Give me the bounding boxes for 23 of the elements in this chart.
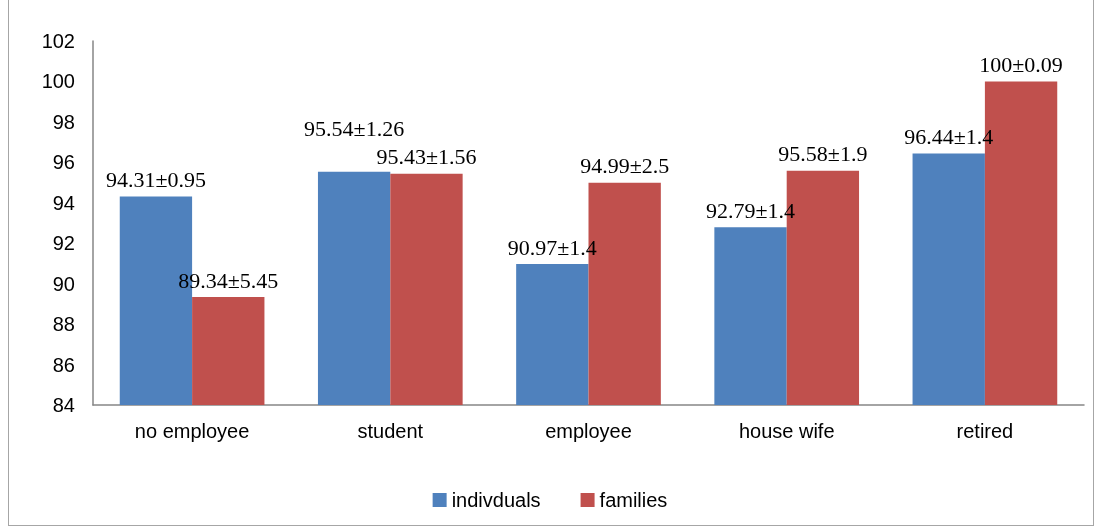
data-label: 95.58±1.9 [778,141,868,167]
y-tick-label: 88 [52,313,75,336]
data-label: 94.31±0.95 [105,167,206,193]
x-tick-label: house wife [738,420,835,442]
x-tick-label: student [357,420,424,442]
y-tick-label: 86 [52,353,75,376]
x-tick-label: employee [545,420,632,442]
y-tick-label: 100 [41,70,75,93]
legend-label: families [599,489,668,511]
data-label: 100±0.09 [979,51,1063,77]
y-tick-label: 92 [52,232,75,255]
y-tick-label: 102 [41,30,75,52]
data-label: 94.99±2.5 [580,153,670,179]
y-tick-label: 84 [52,394,75,416]
x-tick-label: no employee [134,420,250,442]
y-tick-label: 90 [52,272,75,295]
data-label: 95.43±1.56 [376,144,477,170]
x-tick-label: retired [956,420,1014,442]
data-label: 95.54±1.26 [304,116,405,142]
y-tick-label: 96 [52,151,75,174]
y-tick-label: 94 [52,191,75,214]
legend-label: indivduals [451,489,541,511]
y-tick-label: 98 [52,110,75,133]
